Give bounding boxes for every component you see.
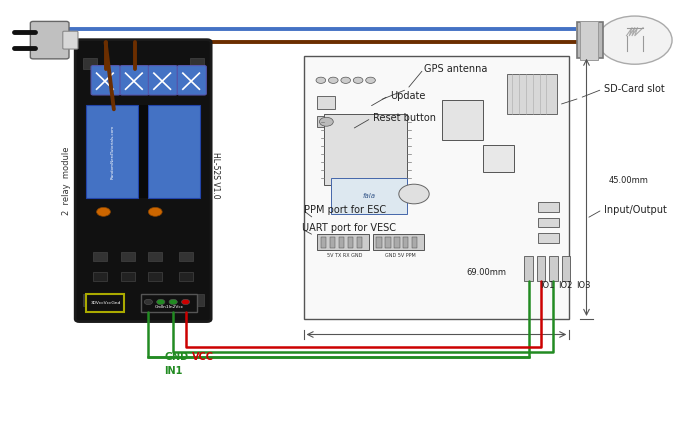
Bar: [121, 272, 135, 281]
Text: GND: GND: [164, 352, 188, 362]
Bar: [139, 105, 148, 198]
Bar: [524, 256, 533, 281]
Bar: [373, 234, 424, 250]
Bar: [317, 116, 335, 127]
Bar: [538, 233, 559, 243]
Bar: [357, 237, 362, 248]
Circle shape: [169, 299, 177, 305]
FancyBboxPatch shape: [177, 66, 206, 95]
Text: Input/Output: Input/Output: [604, 205, 667, 215]
Bar: [442, 100, 483, 140]
Bar: [403, 237, 408, 248]
Text: fala: fala: [363, 193, 375, 199]
Bar: [549, 256, 558, 281]
Bar: [507, 74, 557, 114]
Bar: [394, 237, 400, 248]
Text: IO2: IO2: [559, 281, 573, 290]
Bar: [580, 21, 598, 60]
Text: RandomNerdTutorials.com: RandomNerdTutorials.com: [110, 124, 115, 179]
FancyBboxPatch shape: [148, 66, 177, 95]
FancyBboxPatch shape: [75, 40, 211, 322]
Bar: [190, 294, 204, 306]
Text: 69.00mm: 69.00mm: [466, 268, 506, 277]
Text: IO3: IO3: [576, 281, 591, 290]
Text: UART port for VESC: UART port for VESC: [302, 223, 396, 233]
Circle shape: [341, 77, 351, 83]
Bar: [190, 58, 204, 69]
Circle shape: [144, 299, 152, 305]
Text: PPM port for ESC: PPM port for ESC: [304, 205, 386, 215]
Bar: [179, 252, 193, 261]
Circle shape: [598, 16, 672, 64]
FancyBboxPatch shape: [86, 294, 124, 312]
Bar: [321, 237, 326, 248]
Bar: [376, 237, 382, 248]
Bar: [348, 237, 353, 248]
FancyBboxPatch shape: [30, 21, 69, 59]
Text: IO1: IO1: [540, 281, 554, 290]
Bar: [148, 252, 162, 261]
Bar: [86, 105, 138, 198]
Bar: [148, 272, 162, 281]
Circle shape: [399, 184, 429, 204]
Bar: [331, 178, 407, 214]
Bar: [179, 272, 193, 281]
Text: 2  relay  module: 2 relay module: [62, 146, 72, 215]
Circle shape: [148, 207, 162, 216]
Text: GND 5V PPM: GND 5V PPM: [385, 253, 415, 258]
Bar: [538, 218, 559, 227]
Bar: [148, 105, 200, 198]
FancyBboxPatch shape: [63, 31, 78, 49]
Bar: [93, 252, 107, 261]
Bar: [317, 96, 335, 109]
Circle shape: [366, 77, 375, 83]
Text: GrdIn1In2Vcc: GrdIn1In2Vcc: [155, 306, 184, 309]
Bar: [483, 145, 514, 172]
Bar: [83, 294, 97, 306]
Text: Reset button: Reset button: [373, 113, 435, 123]
Bar: [562, 256, 570, 281]
Bar: [537, 256, 545, 281]
FancyBboxPatch shape: [141, 294, 197, 312]
Bar: [385, 237, 391, 248]
Circle shape: [316, 77, 326, 83]
FancyBboxPatch shape: [91, 66, 120, 95]
Bar: [412, 237, 417, 248]
Text: GPS antenna: GPS antenna: [424, 64, 488, 74]
Circle shape: [328, 77, 338, 83]
Circle shape: [181, 299, 190, 305]
Bar: [304, 56, 569, 319]
Text: Update: Update: [390, 91, 425, 101]
Bar: [121, 252, 135, 261]
Bar: [330, 237, 335, 248]
Bar: [324, 114, 407, 185]
Bar: [83, 58, 97, 69]
Bar: [317, 234, 369, 250]
Text: 3DVccVccGnd: 3DVccVccGnd: [90, 301, 121, 305]
Text: IN1: IN1: [164, 366, 183, 376]
Bar: [538, 202, 559, 212]
FancyBboxPatch shape: [120, 66, 149, 95]
Circle shape: [353, 77, 363, 83]
Text: SD-Card slot: SD-Card slot: [604, 84, 664, 94]
Bar: [577, 22, 603, 58]
Text: 45.00mm: 45.00mm: [609, 176, 649, 185]
Circle shape: [97, 207, 110, 216]
Bar: [93, 272, 107, 281]
Bar: [339, 237, 344, 248]
Text: VCC: VCC: [192, 352, 214, 362]
Circle shape: [157, 299, 165, 305]
Text: 5V TX RX GND: 5V TX RX GND: [327, 253, 363, 258]
Text: HL-52S V1.0: HL-52S V1.0: [210, 152, 220, 198]
Circle shape: [319, 117, 333, 126]
